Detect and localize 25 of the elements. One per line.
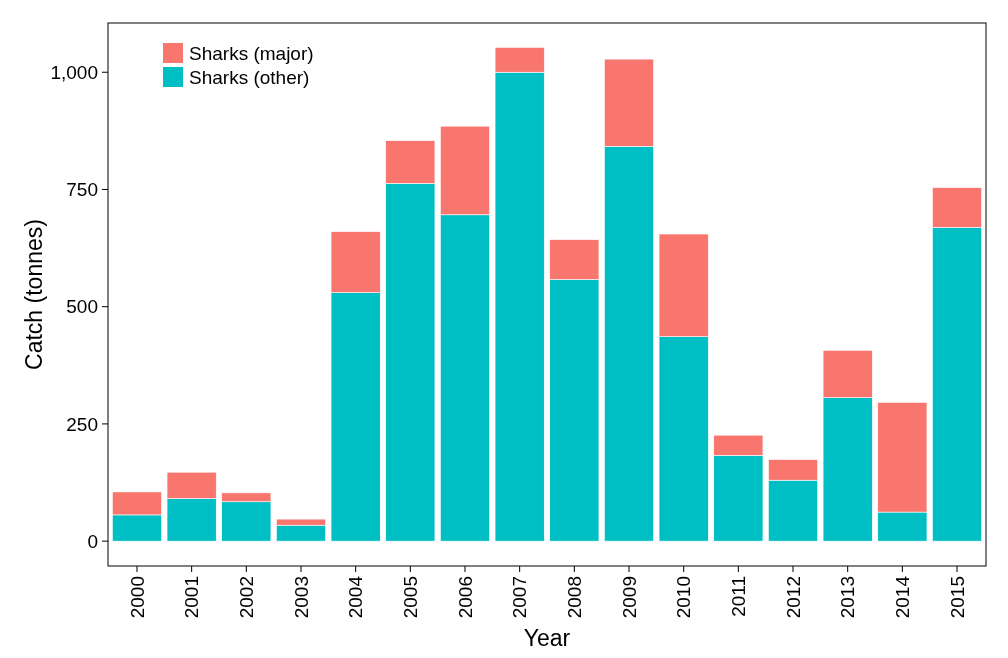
x-tick-label: 2001 [181,576,203,619]
x-tick-label: 2000 [126,576,148,619]
x-axis-title: Year [523,625,571,651]
x-tick-label: 2007 [509,576,531,619]
x-tick-label: 2014 [892,575,913,619]
x-tick-label: 2003 [290,576,312,619]
x-tick-label: 2006 [454,576,476,619]
x-tick-label: 2015 [946,576,968,619]
y-tick-label: 250 [66,413,98,435]
y-tick-label: 750 [66,179,98,201]
x-tick-label: 2002 [235,576,257,619]
x-tick-label: 2005 [399,576,421,619]
y-tick-label: 1,000 [50,61,98,83]
y-tick-label: 500 [66,296,98,318]
y-axis-title: Catch (tonnes) [21,219,47,370]
y-tick-label: 0 [87,530,98,552]
legend-label: Sharks (other) [189,66,310,88]
x-tick-label: 2010 [673,576,695,619]
x-tick-label: 2004 [345,575,367,619]
legend-label: Sharks (major) [189,42,314,64]
x-tick-label: 2011 [727,576,749,617]
x-tick-label: 2009 [618,576,640,619]
x-tick-label: 2012 [782,576,804,619]
x-tick-label: 2008 [563,576,585,619]
x-tick-label: 2013 [837,576,859,619]
